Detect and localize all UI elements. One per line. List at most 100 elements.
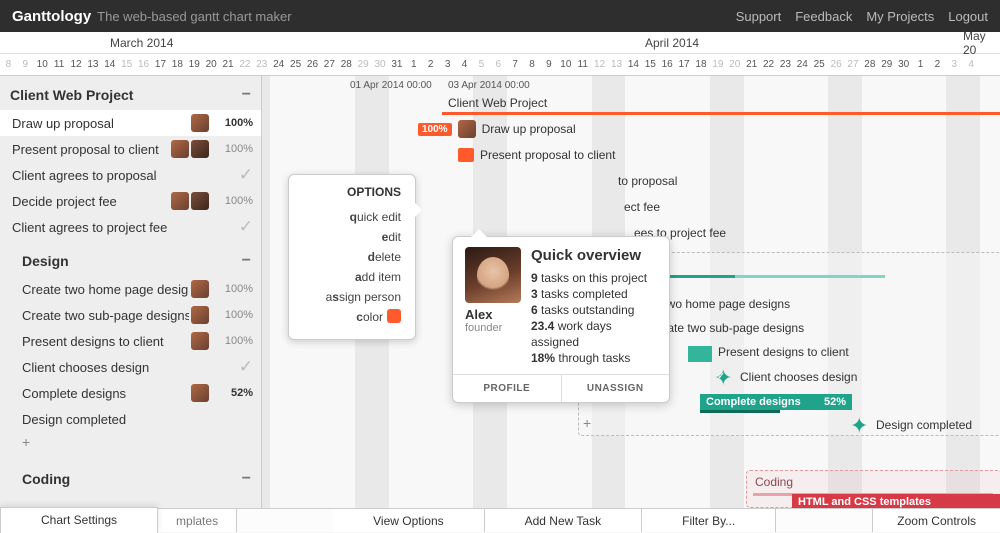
chart-settings-button[interactable]: Chart Settings <box>0 507 158 533</box>
task-row[interactable]: Present proposal to client100% <box>0 136 261 162</box>
day-cell: 8 <box>524 54 541 75</box>
day-cell: 18 <box>693 54 710 75</box>
task-bar-complete-designs[interactable]: Complete designs 52% <box>700 394 852 410</box>
top-bar: Ganttology The web-based gantt chart mak… <box>0 0 1000 32</box>
task-bar-html-css[interactable]: HTML and CSS templates <box>792 494 1000 508</box>
nav-logout[interactable]: Logout <box>948 9 988 24</box>
task-name: Client agrees to project fee <box>12 220 209 235</box>
task-row[interactable]: Client agrees to project fee✓ <box>0 214 261 240</box>
task-chip <box>458 148 474 162</box>
project-header[interactable]: Client Web Project − <box>0 76 261 110</box>
task-percent: 52% <box>213 387 253 399</box>
project-span-bar <box>442 112 1000 115</box>
task-name: Design completed <box>22 412 209 427</box>
task-row[interactable]: Present designs to client100% <box>0 328 261 354</box>
unassign-button[interactable]: UNASSIGN <box>562 375 670 402</box>
bar-label: to proposal <box>618 174 677 188</box>
day-cell: 4 <box>456 54 473 75</box>
day-cell: 15 <box>642 54 659 75</box>
project-title: Client Web Project <box>10 87 133 103</box>
option-edit[interactable]: edit <box>303 227 401 247</box>
day-cell: 6 <box>490 54 507 75</box>
templates-button[interactable]: mplates <box>158 509 237 532</box>
filter-by-button[interactable]: Filter By... <box>642 509 776 532</box>
avatar-icon <box>191 114 209 132</box>
task-row[interactable]: Design completed <box>0 406 261 432</box>
group-title: Design <box>22 253 69 269</box>
progress-text: 52% <box>824 394 846 410</box>
option-add-item[interactable]: add item <box>303 267 401 287</box>
add-new-task-button[interactable]: Add New Task <box>485 509 642 532</box>
weekend-stripe <box>262 76 270 508</box>
group-header-coding[interactable]: Coding − <box>0 458 261 494</box>
day-cell: 14 <box>625 54 642 75</box>
overview-line: 23.4 work days assigned <box>531 318 657 350</box>
collapse-icon[interactable]: − <box>242 86 251 104</box>
task-bar-present-designs[interactable]: Present designs to client <box>688 346 712 362</box>
nav-my-projects[interactable]: My Projects <box>866 9 934 24</box>
option-assign-person[interactable]: assign person <box>303 287 401 307</box>
avatar-icon <box>458 120 476 138</box>
day-cell: 14 <box>101 54 118 75</box>
day-cell: 2 <box>929 54 946 75</box>
options-popover: OPTIONS quick edit edit delete add item … <box>288 174 416 340</box>
popover-arrow <box>471 229 487 237</box>
task-row[interactable]: Draw up proposal100% <box>0 110 261 136</box>
option-color[interactable]: color <box>303 307 401 327</box>
task-row[interactable]: Create two sub-page designs100% <box>0 302 261 328</box>
task-bar-present-proposal[interactable]: Present proposal to client <box>458 146 615 164</box>
person-role: founder <box>465 322 521 334</box>
task-name: Client chooses design <box>22 360 209 375</box>
collapse-icon[interactable]: − <box>242 252 251 270</box>
day-cell: 21 <box>743 54 760 75</box>
main-area: Client Web Project − Draw up proposal100… <box>0 76 1000 508</box>
day-cell: 7 <box>507 54 524 75</box>
day-cell: 16 <box>135 54 152 75</box>
bar-label: Complete designs <box>706 396 801 408</box>
day-cell: 19 <box>186 54 203 75</box>
day-cell: 3 <box>946 54 963 75</box>
task-row[interactable]: Decide project fee100% <box>0 188 261 214</box>
add-task-icon[interactable]: + <box>583 415 591 431</box>
view-options-button[interactable]: View Options <box>333 509 484 532</box>
task-row[interactable]: Client chooses design✓ <box>0 354 261 380</box>
project-bar[interactable]: Client Web Project <box>442 94 547 112</box>
bar-label: Design completed <box>876 418 972 432</box>
day-cell: 10 <box>557 54 574 75</box>
option-quick-edit[interactable]: quick edit <box>303 207 401 227</box>
task-bar-agree-proposal[interactable]: to proposal <box>612 172 677 190</box>
bar-label: Draw up proposal <box>482 122 576 136</box>
task-name: Create two sub-page designs <box>22 308 189 323</box>
bar-label: Client Web Project <box>448 96 547 110</box>
day-cell: 4 <box>963 54 980 75</box>
task-row[interactable]: Create two home page designs100% <box>0 276 261 302</box>
day-cell: 15 <box>118 54 135 75</box>
day-cell: 30 <box>372 54 389 75</box>
profile-button[interactable]: PROFILE <box>453 375 562 402</box>
day-cell: 13 <box>84 54 101 75</box>
task-row[interactable]: Complete designs52% <box>0 380 261 406</box>
task-bar-decide-fee[interactable]: ect fee <box>618 198 660 216</box>
date-marker: 03 Apr 2014 00:00 <box>448 80 530 91</box>
day-cell: 12 <box>68 54 85 75</box>
day-cell: 29 <box>878 54 895 75</box>
option-delete[interactable]: delete <box>303 247 401 267</box>
avatar-icon <box>191 140 209 158</box>
milestone-icon[interactable]: ✦ <box>850 416 870 436</box>
task-row[interactable]: Client agrees to proposal✓ <box>0 162 261 188</box>
zoom-controls-button[interactable]: Zoom Controls <box>872 509 1000 532</box>
overview-line: 18% through tasks <box>531 350 657 366</box>
task-progress-bar <box>700 410 780 413</box>
popover-arrow <box>415 203 422 217</box>
group-header-design[interactable]: Design − <box>0 240 261 276</box>
nav-support[interactable]: Support <box>736 9 782 24</box>
day-cell: 26 <box>828 54 845 75</box>
add-task-button[interactable]: + <box>0 432 261 458</box>
day-cell: 5 <box>473 54 490 75</box>
task-percent: 100% <box>213 117 253 129</box>
task-percent: 100% <box>213 283 253 295</box>
nav-feedback[interactable]: Feedback <box>795 9 852 24</box>
collapse-icon[interactable]: − <box>242 470 251 488</box>
task-bar-draw-proposal[interactable]: 100% Draw up proposal <box>418 120 576 138</box>
avatar-icon <box>191 384 209 402</box>
